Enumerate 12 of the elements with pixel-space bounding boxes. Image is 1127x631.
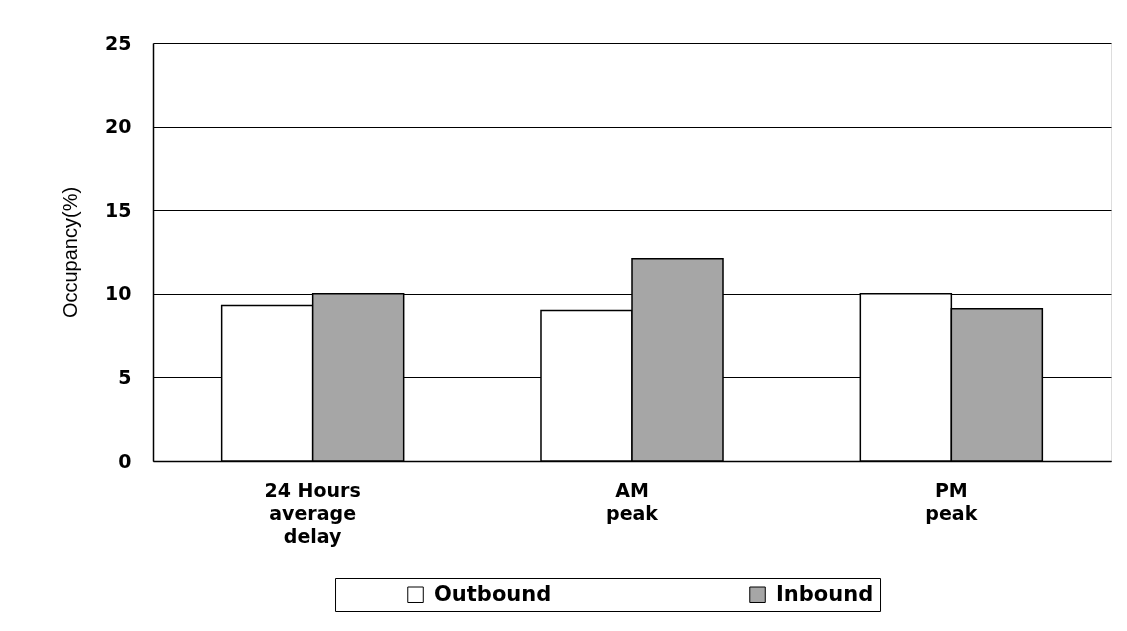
y-tick-label: 5 xyxy=(118,365,132,388)
y-tick-label: 10 xyxy=(105,282,132,305)
legend-label: Inbound xyxy=(776,581,874,606)
y-tick-label: 15 xyxy=(105,198,132,221)
y-tick-label: 25 xyxy=(105,31,132,54)
y-axis-title: Occupancy(%) xyxy=(59,186,82,319)
y-tick-label: 20 xyxy=(105,115,132,138)
x-tick-label: PM peak xyxy=(925,478,978,524)
x-tick-label: 24 Hours average delay xyxy=(264,478,361,547)
x-tick-label: AM peak xyxy=(606,478,659,524)
legend-label: Outbound xyxy=(434,581,552,606)
y-tick-label: 0 xyxy=(118,449,132,472)
